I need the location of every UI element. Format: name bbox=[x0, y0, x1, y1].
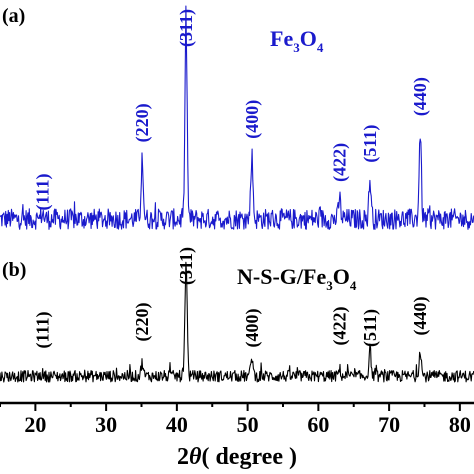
trace-a-line bbox=[0, 5, 474, 230]
x-tick-label-70: 70 bbox=[378, 412, 400, 437]
x-tick-label-40: 40 bbox=[166, 412, 188, 437]
trace-b-line bbox=[0, 261, 474, 383]
panel-label-b: (b) bbox=[2, 259, 26, 281]
peak-label-b-220: (220) bbox=[132, 303, 153, 342]
peak-label-a-111: (111) bbox=[32, 173, 53, 210]
x-tick-label-60: 60 bbox=[307, 412, 329, 437]
x-axis-ticks: 20 30 40 50 60 70 80 bbox=[0, 403, 471, 437]
sample-label-b: N-S-G/Fe3O4 bbox=[237, 264, 357, 293]
x-tick-label-50: 50 bbox=[237, 412, 259, 437]
panel-b: (111) (220)(311)(400) (422) (511) (440) (b) … bbox=[0, 247, 474, 383]
peak-labels-a: (111) (220) (311) (400) (422) (511) (440) bbox=[32, 9, 431, 211]
x-tick-label-80: 80 bbox=[449, 412, 471, 437]
peak-label-a-220: (220) bbox=[132, 103, 153, 142]
x-axis: 20 30 40 50 60 70 80 2θ( degree ) bbox=[0, 401, 474, 470]
sample-label-a: Fe3O4 bbox=[270, 26, 324, 55]
peak-label-b-511: (511) bbox=[360, 309, 381, 347]
peak-label-a-511: (511) bbox=[360, 125, 381, 163]
peak-labels-b: (111) (220) (311) (400) (422) (511) (440) bbox=[32, 247, 431, 349]
peak-label-b-400: (400) bbox=[242, 309, 263, 348]
peak-label-a-440: (440) bbox=[410, 77, 431, 116]
peak-label-a-422: (422) bbox=[330, 143, 351, 182]
peak-label-b-311: (311) bbox=[176, 247, 197, 285]
x-tick-label-20: 20 bbox=[24, 412, 46, 437]
x-tick-label-30: 30 bbox=[95, 412, 117, 437]
peak-label-a-311: (311) bbox=[176, 9, 197, 47]
x-axis-title: 2θ( degree ) bbox=[177, 444, 297, 470]
peak-label-b-440: (440) bbox=[410, 297, 431, 336]
peak-label-b-111: (111) bbox=[32, 311, 53, 348]
peak-label-a-400: (400) bbox=[242, 100, 263, 139]
peak-label-b-422: (422) bbox=[330, 307, 351, 346]
panel-a: (111)(220)(311)(400)(422) (511)(440) (a) … bbox=[0, 5, 474, 230]
panel-label-a: (a) bbox=[2, 5, 25, 27]
